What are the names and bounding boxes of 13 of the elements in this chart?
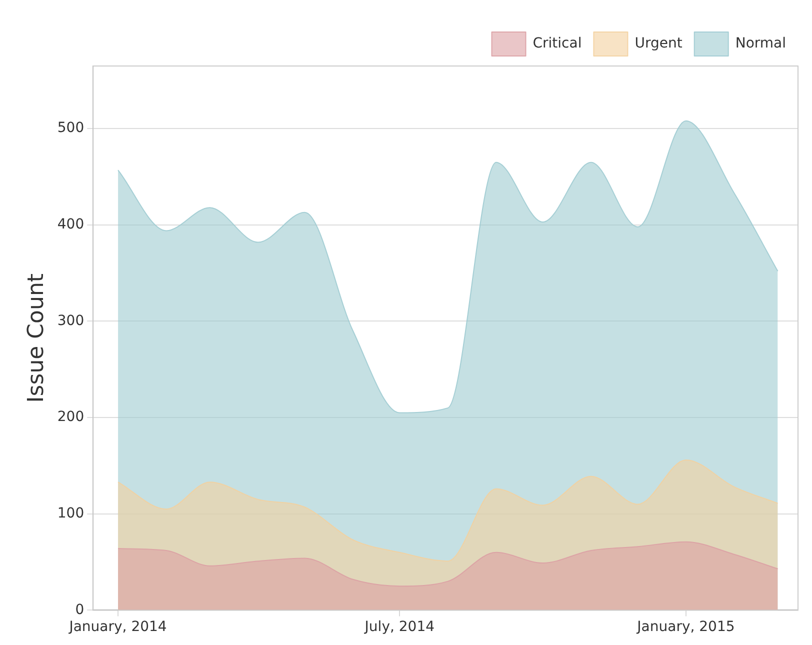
x-tick-label: January, 2014 xyxy=(68,619,167,636)
y-tick-label: 200 xyxy=(57,409,84,426)
y-tick-label: 0 xyxy=(75,602,84,618)
y-axis-title: Issue Count xyxy=(24,273,49,403)
y-tick-label: 500 xyxy=(57,120,84,136)
x-tick-label: January, 2015 xyxy=(636,619,735,636)
x-tick-label: July, 2014 xyxy=(364,619,435,636)
y-tick-label: 400 xyxy=(57,216,84,233)
y-tick-label: 100 xyxy=(57,506,84,522)
legend-label: Normal xyxy=(735,36,786,52)
legend-label: Critical xyxy=(532,36,582,52)
y-tick-label: 300 xyxy=(57,312,84,329)
legend-label: Urgent xyxy=(634,36,683,52)
